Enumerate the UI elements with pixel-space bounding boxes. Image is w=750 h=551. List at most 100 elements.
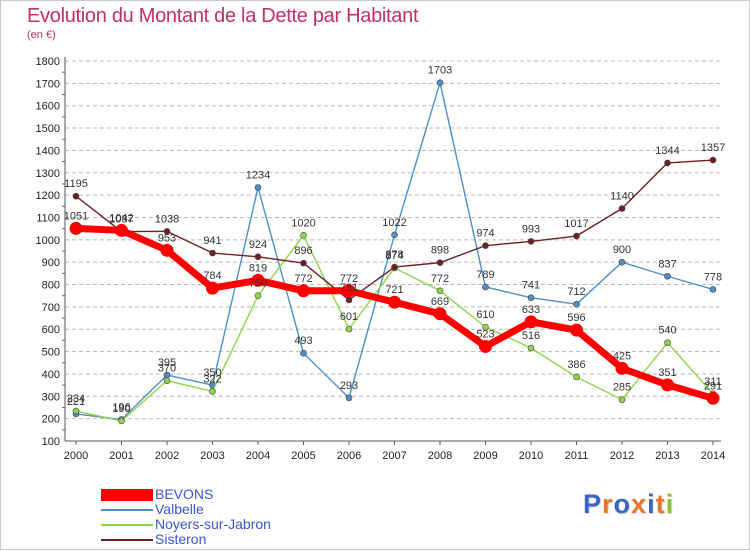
data-point-valbelle-2006 [345, 394, 353, 402]
y-tick-label-200: 200 [42, 414, 60, 426]
data-label-valbelle-2003: 350 [203, 367, 221, 379]
data-point-valbelle-2010 [527, 294, 535, 302]
data-point-bevons-2011 [570, 323, 583, 337]
y-tick-label-600: 600 [42, 324, 60, 336]
legend-swatch-sisteron [101, 539, 153, 541]
data-label-sisteron-2010: 993 [522, 223, 540, 235]
data-point-sisteron-2005 [300, 259, 307, 267]
data-label-sisteron-2007: 878 [385, 249, 403, 261]
data-label-sisteron-2009: 974 [476, 228, 494, 240]
y-tick-label-1000: 1000 [36, 235, 60, 247]
data-label-valbelle-2004: 1234 [246, 170, 270, 182]
logo-letter: t [655, 489, 666, 519]
x-tick-label-2004: 2004 [246, 450, 270, 462]
data-label-valbelle-2014: 778 [704, 271, 722, 283]
data-point-sisteron-2013 [664, 159, 671, 167]
data-label-valbelle-2010: 741 [522, 280, 540, 292]
logo-letter: r [602, 489, 614, 519]
data-label-bevons-2005: 772 [294, 273, 312, 285]
data-label-bevons-2001: 1042 [109, 212, 133, 224]
data-point-bevons-2014 [706, 391, 720, 405]
x-tick-label-2012: 2012 [610, 450, 634, 462]
legend-label-noyers-sur-jabron: Noyers-sur-Jabron [155, 516, 271, 532]
data-label-bevons-2009: 523 [476, 328, 494, 340]
data-point-noyers-sur-jabron-2009 [482, 323, 489, 331]
data-point-bevons-2002 [160, 243, 174, 257]
data-label-valbelle-2000: 221 [67, 396, 85, 408]
data-label-sisteron-2014: 1357 [701, 142, 725, 154]
data-label-noyers-sur-jabron-2012: 285 [613, 382, 631, 394]
x-tick-label-2005: 2005 [291, 450, 315, 462]
data-point-noyers-sur-jabron-2008 [436, 287, 444, 295]
data-label-bevons-2012: 425 [613, 350, 631, 362]
data-label-valbelle-2011: 712 [567, 286, 585, 298]
data-label-bevons-2000: 1051 [64, 210, 88, 222]
logo-letter: x [631, 489, 648, 519]
data-point-sisteron-2012 [618, 205, 626, 212]
data-point-valbelle-2011 [573, 300, 580, 308]
proxiti-logo: Proxiti [583, 489, 674, 520]
data-point-noyers-sur-jabron-2003 [209, 388, 216, 395]
chart-title: Evolution du Montant de la Dette par Hab… [27, 5, 419, 27]
data-point-bevons-2009 [479, 339, 492, 353]
data-point-noyers-sur-jabron-2004 [254, 292, 262, 300]
data-point-bevons-2003 [206, 281, 219, 295]
data-point-valbelle-2012 [618, 258, 626, 266]
x-tick-label-2002: 2002 [155, 450, 179, 462]
data-label-valbelle-2013: 837 [658, 258, 676, 270]
data-label-bevons-2014: 291 [704, 380, 722, 392]
data-label-valbelle-2006: 293 [340, 380, 358, 392]
data-point-valbelle-2014 [709, 286, 717, 293]
data-label-noyers-sur-jabron-2008: 772 [431, 273, 449, 285]
data-label-noyers-sur-jabron-2005: 1020 [291, 217, 315, 229]
data-point-valbelle-2009 [482, 283, 489, 291]
data-point-sisteron-2011 [573, 232, 580, 240]
data-point-bevons-2006 [342, 284, 356, 298]
series-line-sisteron [75, 159, 714, 301]
data-point-bevons-2004 [251, 273, 265, 287]
data-point-sisteron-2009 [482, 242, 489, 249]
data-label-noyers-sur-jabron-2013: 540 [658, 325, 676, 337]
data-point-bevons-2013 [661, 378, 674, 392]
data-label-valbelle-2007: 1022 [382, 217, 406, 229]
y-tick-label-1200: 1200 [36, 190, 60, 202]
data-point-valbelle-2013 [664, 272, 671, 280]
data-point-sisteron-2010 [527, 238, 535, 245]
data-label-sisteron-2001: 1037 [109, 214, 133, 226]
data-point-sisteron-2002 [163, 228, 171, 235]
y-tick-label-1700: 1700 [36, 78, 60, 90]
data-point-noyers-sur-jabron-2010 [527, 344, 535, 352]
data-label-bevons-2007: 721 [385, 284, 403, 296]
data-label-sisteron-2013: 1344 [655, 145, 679, 157]
data-point-noyers-sur-jabron-2012 [618, 396, 626, 403]
data-label-sisteron-2011: 1017 [564, 218, 588, 230]
legend-swatch-noyers-sur-jabron [101, 524, 153, 526]
data-point-bevons-2001 [115, 223, 128, 237]
data-point-valbelle-2008 [436, 79, 444, 86]
data-point-valbelle-2004 [254, 184, 262, 191]
data-point-noyers-sur-jabron-2002 [163, 377, 171, 384]
legend-label-sisteron: Sisteron [155, 531, 207, 547]
y-tick-label-100: 100 [42, 436, 60, 448]
data-label-noyers-sur-jabron-2007: 874 [385, 250, 403, 262]
x-tick-label-2000: 2000 [64, 450, 88, 462]
data-label-noyers-sur-jabron-2004: 750 [249, 278, 267, 290]
data-point-sisteron-2003 [209, 249, 216, 257]
data-point-sisteron-2007 [391, 263, 398, 271]
y-tick-label-1500: 1500 [36, 123, 60, 135]
data-label-sisteron-2005: 896 [294, 245, 312, 257]
data-label-valbelle-2001: 196 [112, 402, 130, 414]
data-label-valbelle-2005: 493 [294, 335, 312, 347]
data-label-bevons-2010: 633 [522, 304, 540, 316]
y-tick-label-900: 900 [42, 257, 60, 269]
x-tick-label-2010: 2010 [519, 450, 543, 462]
data-label-sisteron-2008: 898 [431, 245, 449, 257]
y-tick-label-1300: 1300 [36, 168, 60, 180]
y-tick-label-1100: 1100 [36, 212, 60, 224]
logo-letter: o [613, 489, 632, 519]
data-point-valbelle-2007 [391, 231, 398, 239]
data-label-sisteron-2004: 924 [249, 239, 267, 251]
data-label-bevons-2013: 351 [658, 367, 676, 379]
data-label-valbelle-2008: 1703 [428, 65, 452, 77]
